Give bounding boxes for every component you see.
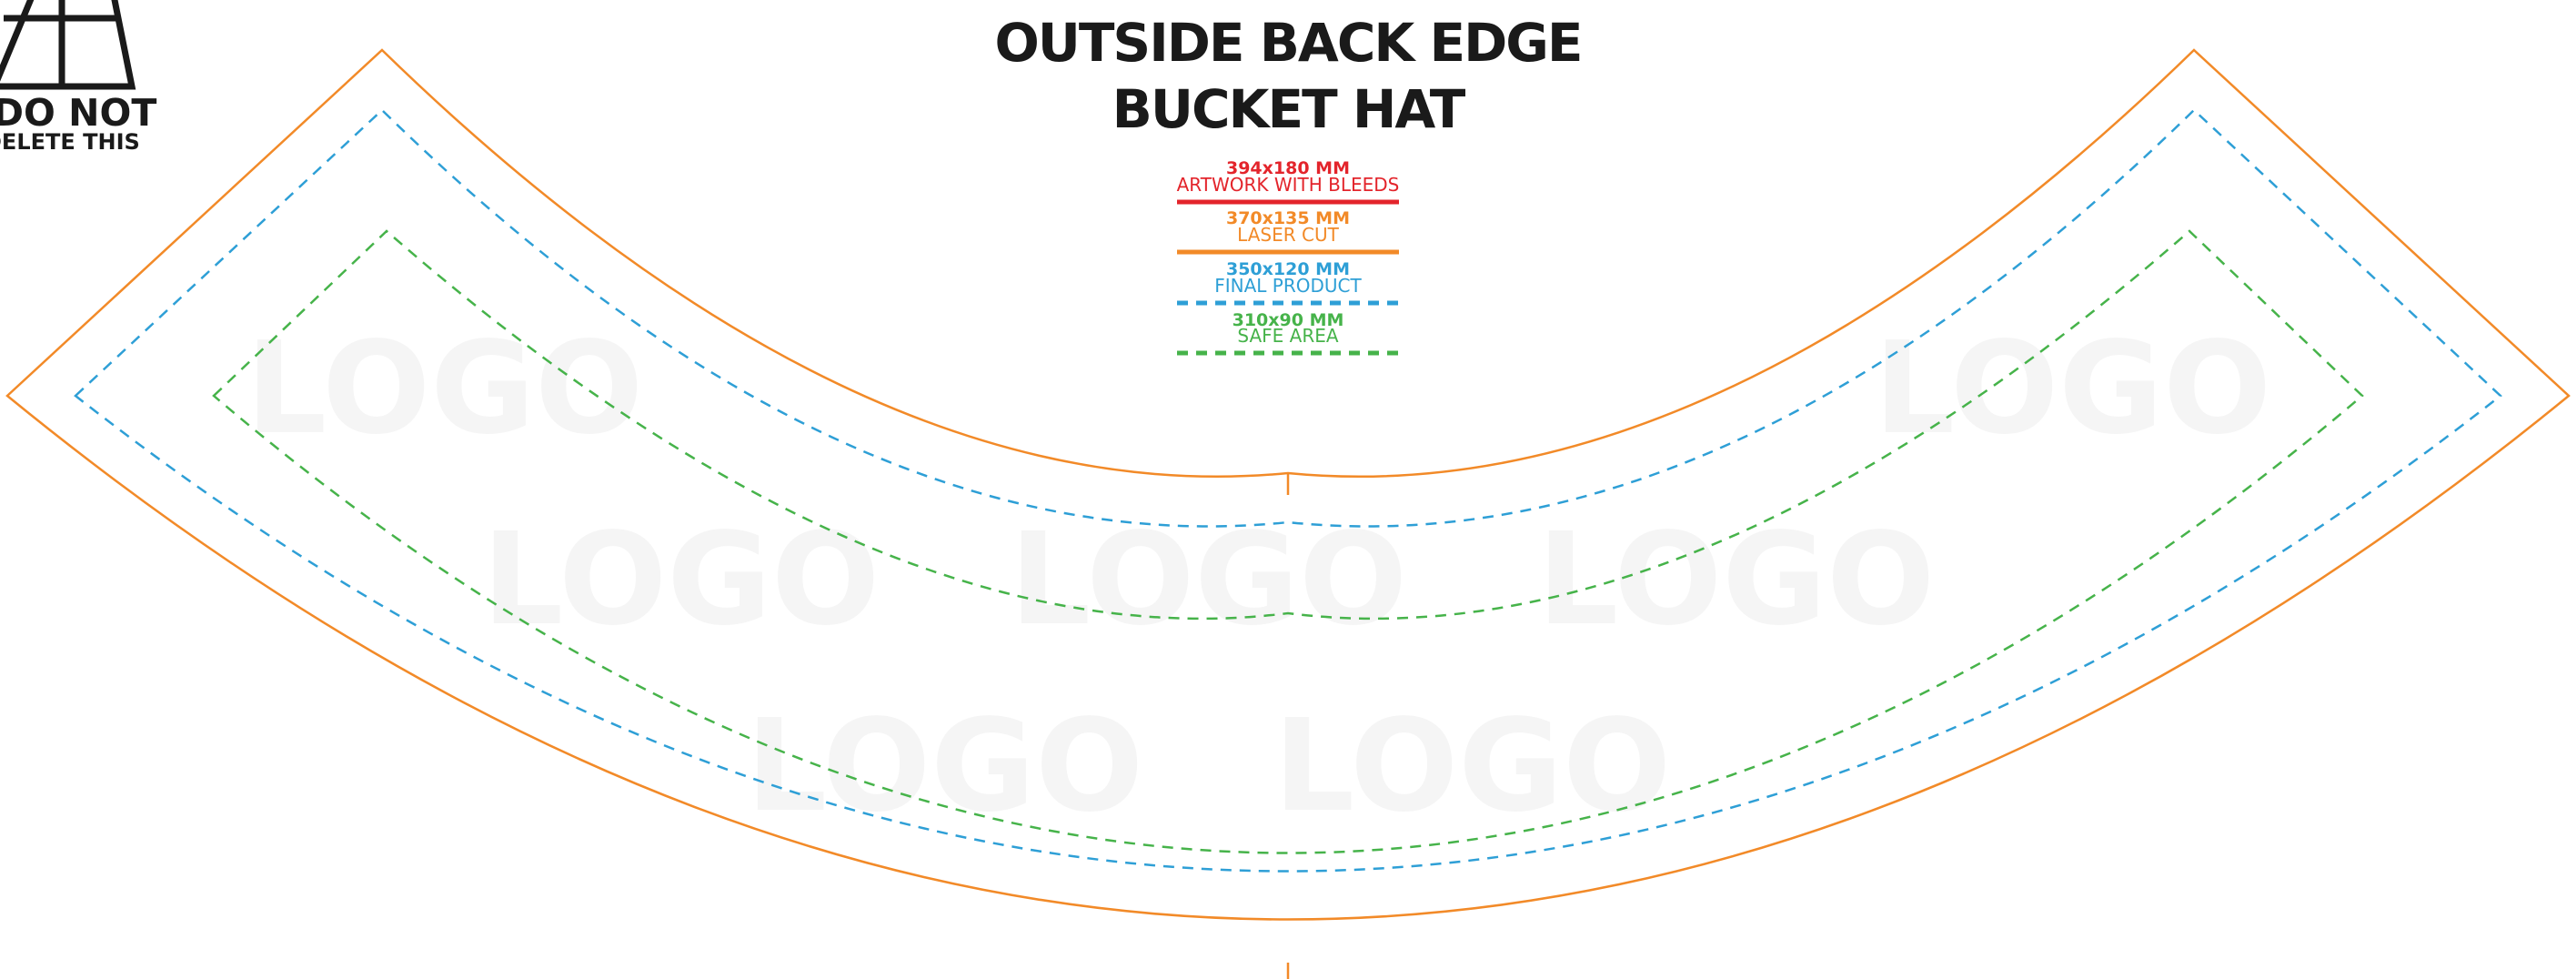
legend-size: 310x90 MM bbox=[1233, 310, 1344, 330]
legend-label: FINAL PRODUCT bbox=[1214, 275, 1362, 297]
logo-watermark: LOGO LOGO LOGO LOGO LOGO LOGO LOGO bbox=[246, 315, 2271, 841]
laser-cut-outline bbox=[5, 48, 2571, 921]
watermark-text: LOGO bbox=[482, 506, 880, 654]
legend-label: ARTWORK WITH BLEEDS bbox=[1177, 174, 1400, 196]
legend-item-final-product: 350x120 MM FINAL PRODUCT bbox=[1177, 259, 1399, 306]
watermark-text: LOGO bbox=[1537, 506, 1935, 654]
warning-text-line2: DELETE THIS bbox=[0, 129, 140, 155]
page-title-line2: BUCKET HAT bbox=[1112, 78, 1466, 140]
legend-item-artwork-bleeds: 394x180 MM ARTWORK WITH BLEEDS bbox=[1177, 158, 1400, 205]
legend-label: LASER CUT bbox=[1237, 224, 1339, 246]
watermark-text: LOGO bbox=[746, 692, 1143, 841]
watermark-text: LOGO bbox=[1874, 315, 2271, 463]
legend-size: 370x135 MM bbox=[1226, 208, 1350, 228]
final-product-outline bbox=[74, 108, 2502, 873]
legend-item-safe-area: 310x90 MM SAFE AREA bbox=[1177, 310, 1399, 356]
legend-label: SAFE AREA bbox=[1237, 325, 1338, 347]
do-not-delete-warning: DO NOT DELETE THIS bbox=[0, 0, 156, 155]
safe-area-outline bbox=[212, 229, 2364, 854]
warning-text-line1: DO NOT bbox=[0, 91, 156, 135]
watermark-text: LOGO bbox=[246, 315, 643, 463]
legend-size: 350x120 MM bbox=[1226, 259, 1350, 279]
warning-triangle-icon bbox=[0, 0, 136, 90]
legend-size: 394x180 MM bbox=[1226, 158, 1350, 178]
watermark-text: LOGO bbox=[1010, 506, 1407, 654]
watermark-text: LOGO bbox=[1273, 692, 1671, 841]
legend-item-laser-cut: 370x135 MM LASER CUT bbox=[1177, 208, 1399, 255]
page-title-line1: OUTSIDE BACK EDGE bbox=[994, 12, 1581, 74]
legend: 394x180 MM ARTWORK WITH BLEEDS 370x135 M… bbox=[1177, 158, 1400, 356]
